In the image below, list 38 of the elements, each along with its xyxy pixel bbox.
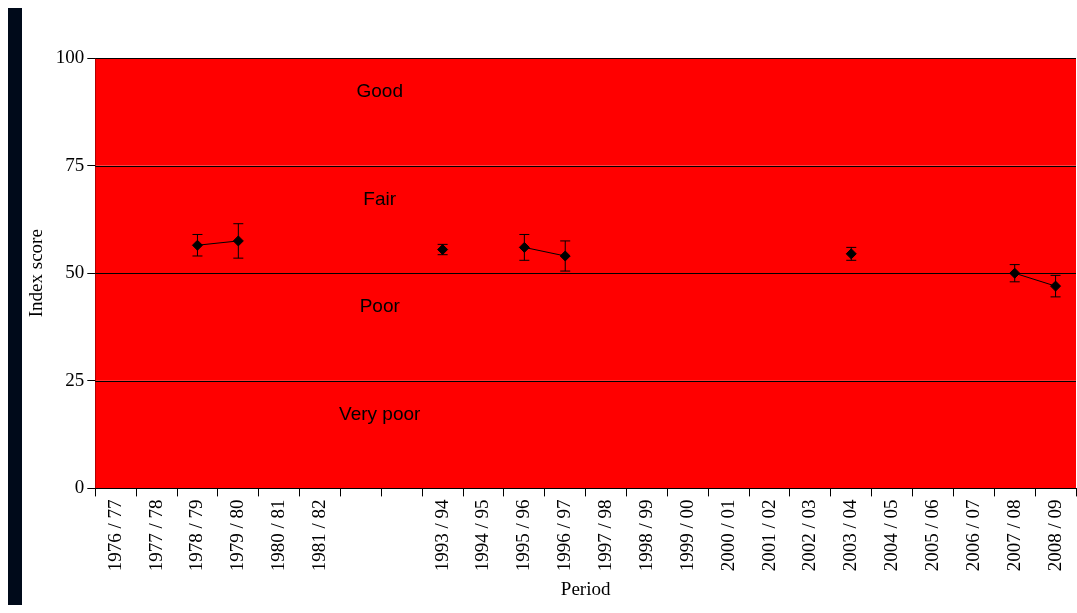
x-tick-label: 1978 / 79 <box>185 499 207 572</box>
x-axis-title: Period <box>560 577 611 599</box>
point <box>1009 267 1021 279</box>
y-axis-title: Index score <box>25 229 47 318</box>
x-tick-label: 2001 / 02 <box>757 499 779 572</box>
x-tick-label: 1980 / 81 <box>267 499 289 572</box>
point <box>1050 280 1062 292</box>
band-label: Very poor <box>339 402 422 424</box>
y-tick-label: 100 <box>55 45 85 67</box>
x-tick-label: 2000 / 01 <box>716 499 738 572</box>
y-tick-label: 50 <box>65 261 85 283</box>
x-tick-label: 1998 / 99 <box>634 499 656 572</box>
x-tick-label: 2006 / 07 <box>961 499 983 572</box>
x-tick-label: 1976 / 77 <box>103 499 125 572</box>
point <box>191 239 203 251</box>
x-tick-label: 1995 / 96 <box>512 499 534 572</box>
x-tick-label: 1999 / 00 <box>675 499 697 572</box>
x-tick-label: 2004 / 05 <box>880 499 902 572</box>
x-tick-label: 2007 / 08 <box>1002 499 1024 572</box>
point <box>559 250 571 262</box>
band-label: Poor <box>359 295 401 317</box>
x-tick-label: 1977 / 78 <box>144 499 166 572</box>
y-tick-label: 0 <box>74 476 85 498</box>
x-tick-label: 1996 / 97 <box>553 499 575 572</box>
band-label: Fair <box>363 187 397 209</box>
x-tick-label: 1993 / 94 <box>430 498 452 572</box>
y-tick-label: 75 <box>65 153 85 175</box>
point <box>232 235 244 247</box>
x-tick-label: 1981 / 82 <box>308 499 330 572</box>
y-tick-label: 25 <box>65 368 85 390</box>
x-tick-label: 2003 / 04 <box>839 498 861 572</box>
band-label: Good <box>356 80 403 102</box>
x-tick-label: 1994 / 95 <box>471 499 493 572</box>
x-tick-label: 2005 / 06 <box>920 499 942 572</box>
x-tick-label: 1997 / 98 <box>594 499 616 572</box>
x-tick-label: 2008 / 09 <box>1043 499 1065 572</box>
x-tick-label: 1979 / 80 <box>226 499 248 572</box>
x-tick-label: 2002 / 03 <box>798 499 820 572</box>
